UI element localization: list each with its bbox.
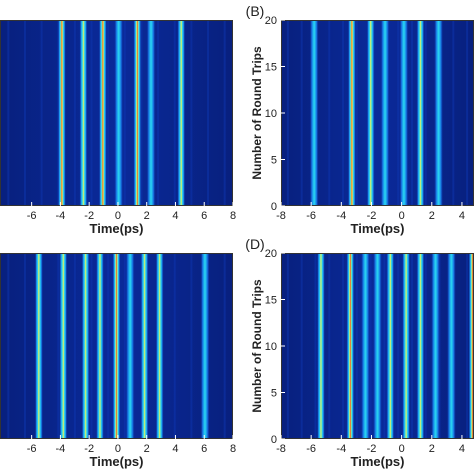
pulse-trace xyxy=(200,253,210,439)
pulse-trace xyxy=(133,20,142,206)
panel-d: -8 -6 -4 -2 0 2 4 0 5 10 15 20 Time(ps) Number of Rou… xyxy=(245,236,474,469)
x-tick-label: -2 xyxy=(84,210,94,222)
x-tick-label: -2 xyxy=(367,210,377,222)
pulse-trace xyxy=(95,253,104,439)
x-tick-label: 2 xyxy=(144,443,150,455)
y-tick-label: 0 xyxy=(271,201,277,213)
panel-label: (D) xyxy=(245,236,264,252)
x-tick-label: 4 xyxy=(172,210,178,222)
x-tick-label: 6 xyxy=(201,210,207,222)
plot-frame xyxy=(0,20,233,206)
x-tick-label: -4 xyxy=(336,210,346,222)
x-tick-label: -4 xyxy=(336,443,346,455)
x-tick-label: 2 xyxy=(429,210,435,222)
plot-frame xyxy=(0,253,233,439)
pulse-trace xyxy=(373,253,382,439)
pulse-trace xyxy=(34,253,43,439)
x-tick-label: 0 xyxy=(115,210,121,222)
pulse-trace xyxy=(309,20,319,206)
x-tick-label: -8 xyxy=(276,443,286,455)
pulse-trace xyxy=(431,253,441,439)
x-tick-label: 6 xyxy=(201,443,207,455)
x-tick-label: 8 xyxy=(230,210,236,222)
x-tick-label: -2 xyxy=(367,443,377,455)
x-tick-label: -6 xyxy=(306,443,316,455)
x-tick-label: 4 xyxy=(459,210,465,222)
pulse-trace xyxy=(112,253,121,439)
x-tick-label: 4 xyxy=(459,443,465,455)
pulse-trace xyxy=(402,253,411,439)
x-tick-label: 2 xyxy=(144,210,150,222)
pulse-trace xyxy=(446,253,456,439)
y-tick-label: 15 xyxy=(265,295,277,307)
y-axis-label: Number of Round Trips xyxy=(250,279,264,413)
pulse-trace xyxy=(346,253,355,439)
pulse-trace xyxy=(416,20,425,206)
x-tick-label: -6 xyxy=(27,210,37,222)
pulse-trace xyxy=(416,253,425,439)
y-tick-label: 20 xyxy=(265,248,277,260)
pulse-trace xyxy=(57,20,66,206)
pulse-trace xyxy=(434,20,444,206)
x-tick-label: -8 xyxy=(276,210,286,222)
pulse-trace xyxy=(125,253,135,439)
y-tick-label: 5 xyxy=(271,388,277,400)
pulse-trace xyxy=(316,253,325,439)
pulse-trace xyxy=(468,253,474,439)
pulse-trace xyxy=(386,253,395,439)
x-tick-label: -2 xyxy=(84,443,94,455)
pulse-trace xyxy=(366,20,375,206)
x-tick-label: 8 xyxy=(230,443,236,455)
x-tick-label: -6 xyxy=(27,443,37,455)
x-axis-label: Time(ps) xyxy=(351,454,405,469)
pulse-trace xyxy=(360,253,370,439)
x-tick-label: -4 xyxy=(56,443,66,455)
pulse-trace xyxy=(140,253,149,439)
pulse-trace xyxy=(59,253,68,439)
pulse-trace xyxy=(81,253,90,439)
pulse-trace xyxy=(114,20,124,206)
y-tick-label: 20 xyxy=(265,15,277,27)
pulse-trace xyxy=(399,20,409,206)
x-axis-label: Time(ps) xyxy=(351,221,405,236)
pulse-trace xyxy=(347,20,356,206)
panel-a: -6 -4 -2 0 2 4 6 8 Time(ps) xyxy=(0,20,236,236)
x-tick-label: 4 xyxy=(172,443,178,455)
y-axis-label: Number of Round Trips xyxy=(250,46,264,180)
pulse-trace xyxy=(79,20,88,206)
y-tick-label: 5 xyxy=(271,155,277,167)
pulse-trace xyxy=(177,20,186,206)
pulse-trace xyxy=(98,20,107,206)
pulse-trace xyxy=(380,20,390,206)
y-tick-label: 15 xyxy=(265,62,277,74)
x-tick-label: 2 xyxy=(429,443,435,455)
y-tick-label: 10 xyxy=(265,341,277,353)
x-tick-label: -6 xyxy=(306,210,316,222)
y-tick-label: 10 xyxy=(265,108,277,120)
x-tick-label: 0 xyxy=(399,443,405,455)
pulse-trace xyxy=(155,253,164,439)
panel-label: (B) xyxy=(246,3,265,19)
x-tick-label: 0 xyxy=(399,210,405,222)
x-axis-label: Time(ps) xyxy=(90,221,144,236)
y-tick-label: 0 xyxy=(271,434,277,446)
panel-c: -6 -4 -2 0 2 4 6 8 Time(ps) xyxy=(0,253,236,469)
panel-b: -8 -6 -4 -2 0 2 4 0 5 10 15 20 Time(ps) Number of Rou… xyxy=(246,3,474,236)
x-tick-label: 0 xyxy=(115,443,121,455)
x-axis-label: Time(ps) xyxy=(90,454,144,469)
pulse-trace xyxy=(146,20,156,206)
x-tick-label: -4 xyxy=(56,210,66,222)
